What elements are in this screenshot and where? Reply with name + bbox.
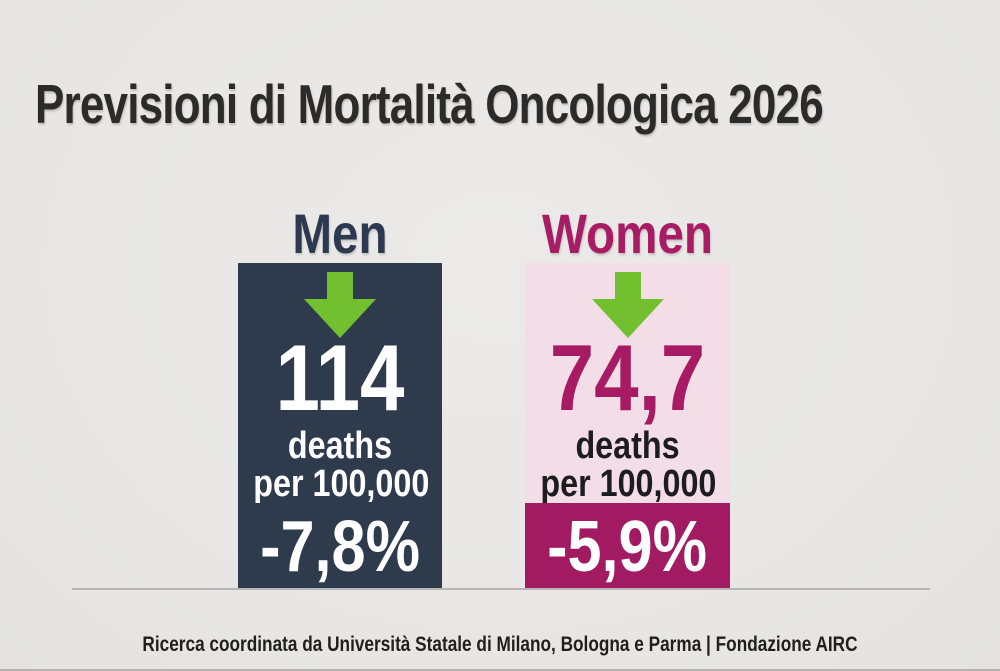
women-change-value: -5,9% xyxy=(547,506,708,587)
footer-credit: Ricerca coordinata da Università Statale… xyxy=(142,633,858,656)
women-value: 74,7 xyxy=(549,325,706,430)
women-down-arrow-icon xyxy=(525,272,730,343)
women-card: 74,7 deaths per 100,000 -5,9% xyxy=(525,263,730,590)
baseline-divider xyxy=(72,588,930,590)
women-unit-line1: deaths xyxy=(575,425,680,467)
men-unit-line1: deaths xyxy=(287,425,393,467)
women-column-label: Women xyxy=(541,202,714,265)
women-change-band: -5,9% xyxy=(525,503,730,590)
women-unit-line2: per 100,000 xyxy=(540,463,717,505)
men-change-value: -7,8% xyxy=(260,506,420,587)
men-column-label: Men xyxy=(292,202,388,265)
men-down-arrow-icon xyxy=(238,272,442,343)
men-unit-line2: per 100,000 xyxy=(253,463,430,505)
men-change-band: -7,8% xyxy=(238,503,442,590)
men-card: 114 deaths per 100,000 -7,8% xyxy=(238,263,442,590)
page-title: Previsioni di Mortalità Oncologica 2026 xyxy=(35,73,824,135)
men-value: 114 xyxy=(275,325,405,430)
